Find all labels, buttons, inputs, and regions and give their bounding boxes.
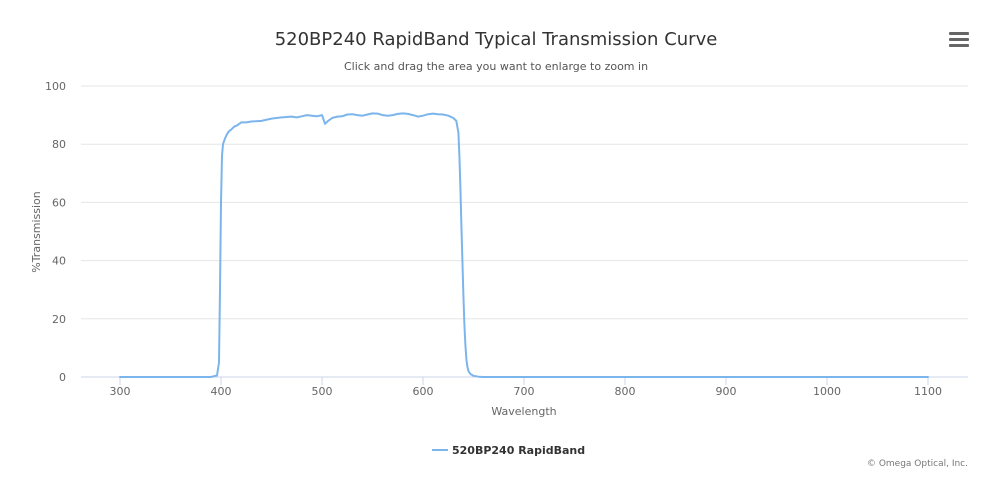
x-tick-label: 900 <box>716 385 737 398</box>
x-tick-label: 1100 <box>914 385 942 398</box>
chart-title: 520BP240 RapidBand Typical Transmission … <box>275 29 718 50</box>
grid-lines <box>81 85 968 378</box>
y-tick-label: 20 <box>52 313 66 326</box>
x-tick-label: 500 <box>312 385 333 398</box>
series-line[interactable] <box>119 112 929 378</box>
chart-subtitle: Click and drag the area you want to enla… <box>344 60 648 73</box>
hamburger-menu-icon[interactable] <box>946 30 972 52</box>
x-tick-label: 300 <box>110 385 131 398</box>
series-group <box>119 112 929 378</box>
y-tick-label: 80 <box>52 138 66 151</box>
x-tick-label: 1000 <box>813 385 841 398</box>
x-tick-label: 700 <box>514 385 535 398</box>
y-tick-label: 40 <box>52 255 66 268</box>
y-axis: 0 20 40 60 80 100 <box>45 80 66 384</box>
x-axis: 300 400 500 600 700 800 900 1000 1100 <box>110 377 942 398</box>
legend-label[interactable]: 520BP240 RapidBand <box>452 444 585 457</box>
x-tick-label: 600 <box>413 385 434 398</box>
x-tick-label: 400 <box>211 385 232 398</box>
legend[interactable]: 520BP240 RapidBand <box>432 444 585 457</box>
credits[interactable]: © Omega Optical, Inc. <box>867 459 968 469</box>
y-tick-label: 0 <box>59 371 66 384</box>
x-tick-label: 800 <box>615 385 636 398</box>
y-tick-label: 60 <box>52 196 66 209</box>
y-axis-label: %Transmission <box>30 191 43 273</box>
x-axis-label: Wavelength <box>491 405 556 418</box>
y-tick-label: 100 <box>45 80 66 93</box>
